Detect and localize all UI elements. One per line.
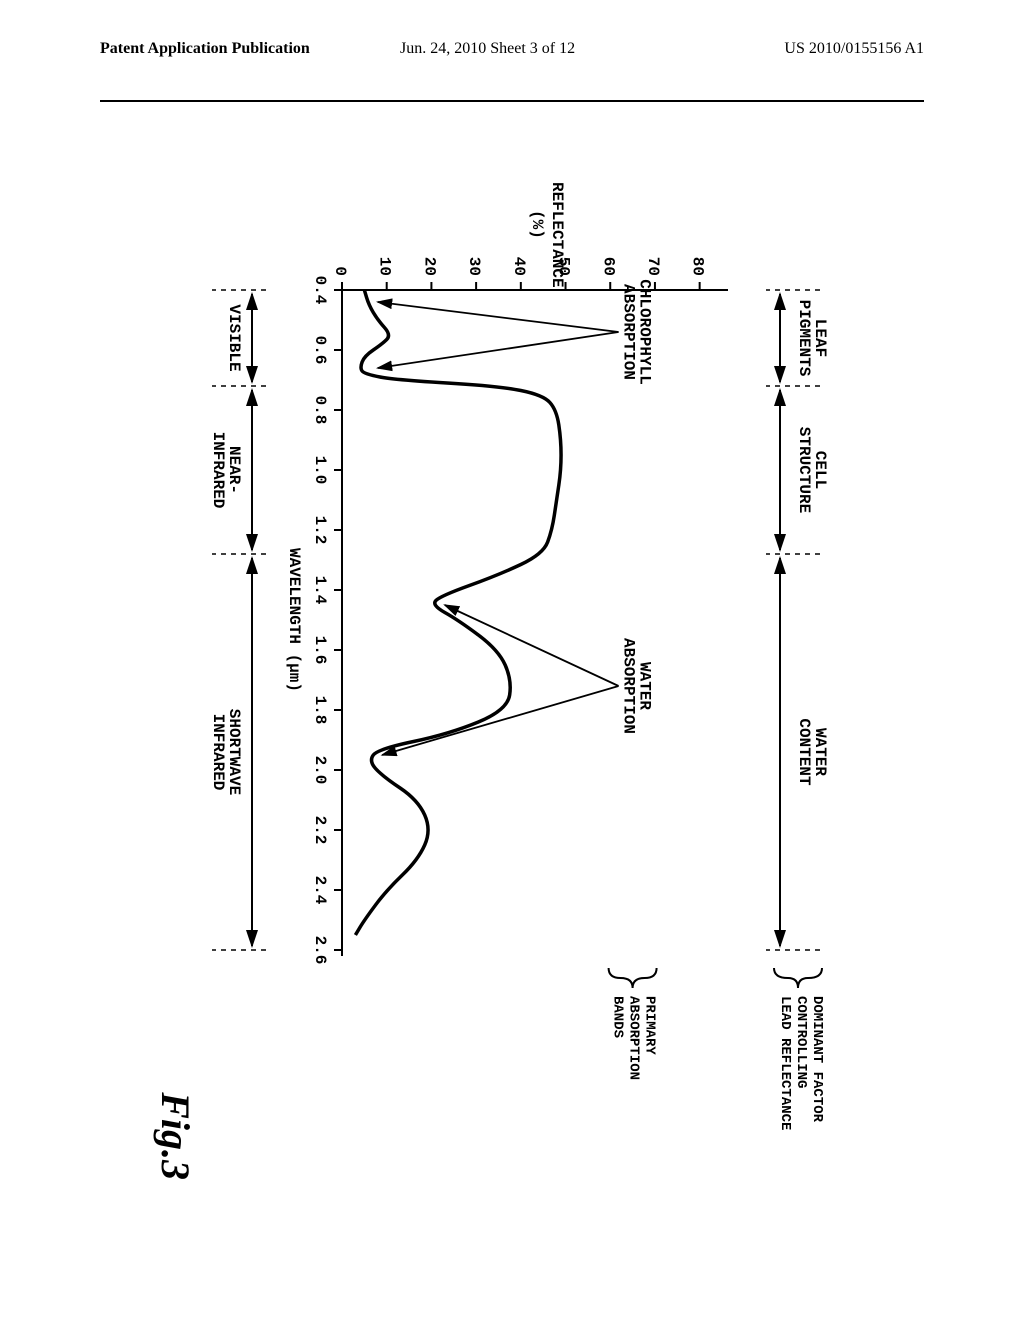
svg-text:VISIBLE: VISIBLE bbox=[225, 304, 243, 371]
figure-number: Fig.3 bbox=[152, 1092, 199, 1180]
svg-text:PRIMARY: PRIMARY bbox=[642, 996, 658, 1055]
svg-text:0.4: 0.4 bbox=[311, 276, 329, 305]
header-rule bbox=[100, 100, 924, 102]
svg-text:ABSORPTION: ABSORPTION bbox=[620, 284, 638, 380]
svg-text:1.6: 1.6 bbox=[311, 636, 329, 665]
svg-text:2.6: 2.6 bbox=[311, 936, 329, 965]
svg-text:BANDS: BANDS bbox=[610, 996, 626, 1038]
svg-text:STRUCTURE: STRUCTURE bbox=[795, 427, 813, 513]
svg-text:80: 80 bbox=[689, 257, 707, 276]
header-left: Patent Application Publication bbox=[100, 40, 310, 58]
svg-text:NEAR-: NEAR- bbox=[225, 446, 243, 494]
svg-text:1.2: 1.2 bbox=[311, 516, 329, 545]
svg-text:40: 40 bbox=[510, 257, 528, 276]
header-mid: Jun. 24, 2010 Sheet 3 of 12 bbox=[400, 40, 575, 58]
svg-text:INFRARED: INFRARED bbox=[209, 432, 227, 509]
svg-text:REFLECTANCE: REFLECTANCE bbox=[548, 182, 566, 288]
svg-text:INFRARED: INFRARED bbox=[209, 714, 227, 791]
svg-text:CELL: CELL bbox=[811, 451, 829, 489]
svg-text:20: 20 bbox=[420, 257, 438, 276]
svg-text:CONTROLLING: CONTROLLING bbox=[793, 996, 809, 1088]
reflectance-chart: 01020304050607080REFLECTANCE(%)0.40.60.8… bbox=[132, 160, 892, 1200]
svg-text:0: 0 bbox=[331, 266, 349, 276]
svg-text:2.4: 2.4 bbox=[311, 876, 329, 905]
svg-text:ABSORPTION: ABSORPTION bbox=[620, 638, 638, 734]
svg-text:2.2: 2.2 bbox=[311, 816, 329, 845]
svg-text:ABSORPTION: ABSORPTION bbox=[626, 996, 642, 1080]
svg-text:0.8: 0.8 bbox=[311, 396, 329, 425]
svg-text:60: 60 bbox=[599, 257, 617, 276]
svg-text:10: 10 bbox=[376, 257, 394, 276]
svg-text:30: 30 bbox=[465, 257, 483, 276]
svg-text:1.4: 1.4 bbox=[311, 576, 329, 605]
svg-text:SHORTWAVE: SHORTWAVE bbox=[225, 709, 243, 795]
svg-text:CHLOROPHYLL: CHLOROPHYLL bbox=[636, 279, 654, 385]
svg-text:(%): (%) bbox=[528, 210, 546, 239]
svg-text:CONTENT: CONTENT bbox=[795, 718, 813, 786]
svg-text:WATER: WATER bbox=[811, 728, 829, 776]
svg-text:1.0: 1.0 bbox=[311, 456, 329, 485]
svg-text:PIGMENTS: PIGMENTS bbox=[795, 300, 813, 377]
svg-text:1.8: 1.8 bbox=[311, 696, 329, 725]
svg-text:WATER: WATER bbox=[636, 662, 654, 710]
svg-text:WAVELENGTH (µm): WAVELENGTH (µm) bbox=[285, 548, 303, 692]
svg-text:DOMINANT FACTOR: DOMINANT FACTOR bbox=[809, 996, 825, 1123]
svg-text:2.0: 2.0 bbox=[311, 756, 329, 785]
figure-3: 01020304050607080REFLECTANCE(%)0.40.60.8… bbox=[132, 160, 892, 1200]
header-right: US 2010/0155156 A1 bbox=[784, 40, 924, 58]
svg-text:0.6: 0.6 bbox=[311, 336, 329, 365]
svg-text:LEAD REFLECTANCE: LEAD REFLECTANCE bbox=[777, 996, 793, 1130]
svg-text:LEAF: LEAF bbox=[811, 319, 829, 357]
svg-text:70: 70 bbox=[644, 257, 662, 276]
